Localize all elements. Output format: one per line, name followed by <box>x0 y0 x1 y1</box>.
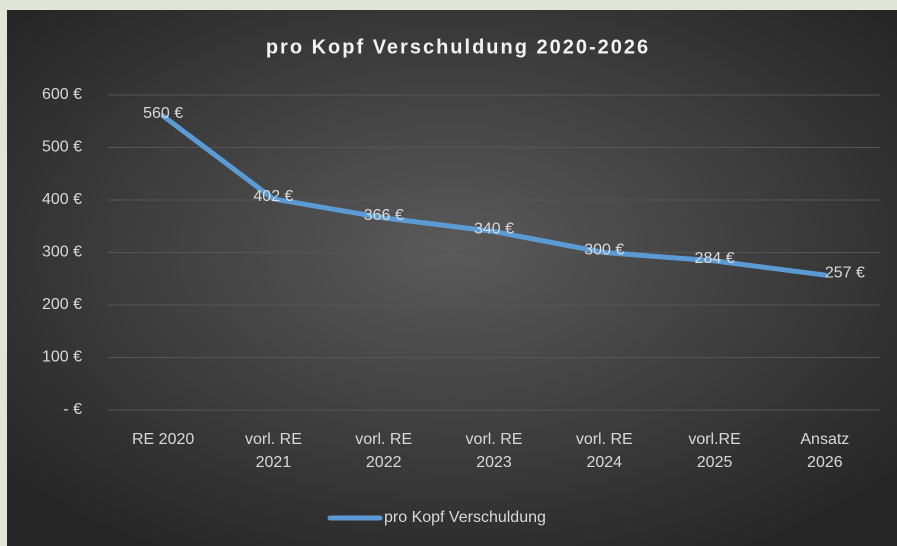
data-label: 284 € <box>695 250 735 267</box>
x-tick-label: vorl. RE 2024 <box>549 428 659 474</box>
legend-label: pro Kopf Verschuldung <box>384 509 546 526</box>
x-tick-label: vorl. RE 2023 <box>439 428 549 474</box>
data-label: 366 € <box>364 207 404 224</box>
y-tick-label: 100 € <box>42 349 82 366</box>
x-tick-label: vorl. RE 2022 <box>329 428 439 474</box>
y-tick-label: 500 € <box>42 139 82 156</box>
data-label: 257 € <box>825 264 865 281</box>
y-tick-label: 300 € <box>42 244 82 261</box>
x-tick-label: vorl. RE 2021 <box>218 428 328 474</box>
y-tick-label: 400 € <box>42 191 82 208</box>
y-tick-label: - € <box>63 401 82 418</box>
page: pro Kopf Verschuldung 2020-2026 - € 100 €… <box>0 0 897 546</box>
y-tick-label: 200 € <box>42 296 82 313</box>
x-tick-label: vorl.RE 2025 <box>660 428 770 474</box>
x-tick-label: RE 2020 <box>108 428 218 451</box>
data-label: 402 € <box>253 188 293 205</box>
y-tick-label: 600 € <box>42 86 82 103</box>
chart-title: pro Kopf Verschuldung 2020-2026 <box>266 36 650 58</box>
data-label: 340 € <box>474 221 514 238</box>
data-label: 560 € <box>143 105 183 122</box>
x-tick-label: Ansatz 2026 <box>770 428 880 474</box>
data-label: 300 € <box>584 242 624 259</box>
